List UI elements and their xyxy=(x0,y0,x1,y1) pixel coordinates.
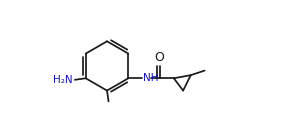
Text: O: O xyxy=(154,51,164,64)
Text: NH: NH xyxy=(143,73,159,83)
Text: H₂N: H₂N xyxy=(53,75,73,85)
